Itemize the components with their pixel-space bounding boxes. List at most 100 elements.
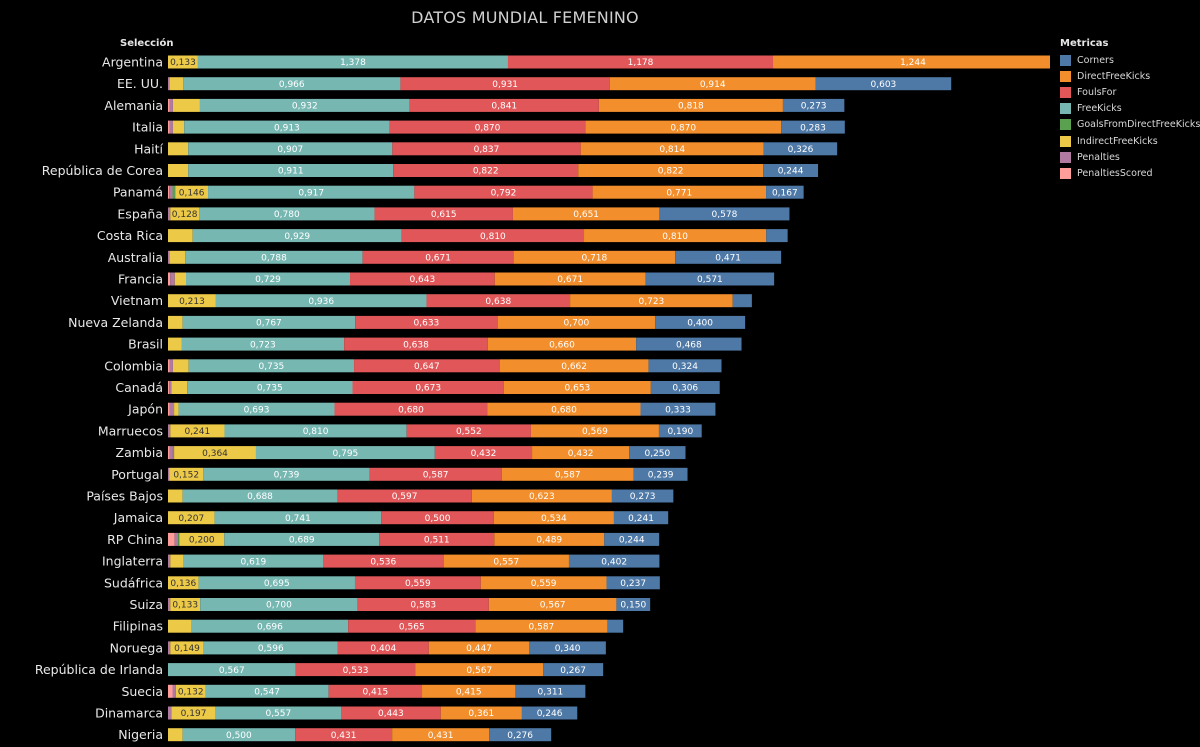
legend-swatch bbox=[1060, 103, 1071, 115]
data-label: 0,340 bbox=[555, 644, 581, 654]
bar-segment bbox=[168, 511, 215, 525]
data-label: 0,651 bbox=[573, 210, 599, 220]
category-label: Filipinas bbox=[113, 619, 163, 634]
bar-segment bbox=[529, 641, 606, 655]
bar-segment bbox=[422, 684, 516, 698]
category-label: Japón bbox=[127, 402, 163, 417]
legend-label: IndirectFreeKicks bbox=[1077, 135, 1158, 147]
data-label: 0,822 bbox=[658, 167, 684, 177]
legend-item[interactable]: IndirectFreeKicks bbox=[1060, 133, 1200, 149]
bar-segment bbox=[168, 576, 199, 590]
data-label: 0,152 bbox=[173, 471, 199, 481]
chart-title: DATOS MUNDIAL FEMENINO bbox=[411, 8, 639, 27]
bar-segment bbox=[613, 511, 669, 525]
bar-segment bbox=[381, 511, 494, 525]
data-label: 0,167 bbox=[772, 188, 798, 198]
bar-segment bbox=[168, 446, 170, 460]
bar-segment bbox=[392, 728, 490, 742]
bar-segment bbox=[379, 532, 495, 546]
data-label: 0,780 bbox=[274, 210, 300, 220]
bar-segment bbox=[401, 229, 585, 243]
bar-segment bbox=[426, 294, 571, 308]
data-label: 0,911 bbox=[278, 167, 304, 177]
bar-segment bbox=[172, 120, 185, 134]
data-label: 0,241 bbox=[628, 514, 654, 524]
bar-segment bbox=[171, 381, 188, 394]
legend-swatch bbox=[1060, 167, 1071, 179]
bar-segment bbox=[585, 120, 782, 134]
bar-segment bbox=[409, 98, 599, 112]
bar-segment bbox=[352, 381, 504, 394]
bar-segment bbox=[592, 185, 767, 199]
bar-segment bbox=[169, 250, 186, 264]
data-label: 0,213 bbox=[179, 297, 205, 307]
data-label: 0,311 bbox=[538, 688, 564, 698]
bar-segment bbox=[169, 77, 184, 91]
data-label: 0,907 bbox=[277, 145, 303, 155]
axis-header: Selección bbox=[120, 38, 174, 49]
bar-segment bbox=[400, 77, 610, 91]
data-label: 0,207 bbox=[178, 514, 204, 524]
legend-item[interactable]: FreeKicks bbox=[1060, 101, 1200, 117]
legend-item[interactable]: GoalsFromDirectFreeKicks bbox=[1060, 117, 1200, 133]
bar-segment bbox=[208, 185, 415, 199]
legend-item[interactable]: PenaltiesScored bbox=[1060, 165, 1200, 181]
data-label: 0,735 bbox=[257, 384, 283, 394]
data-label: 0,273 bbox=[630, 492, 656, 502]
data-label: 0,136 bbox=[170, 579, 196, 589]
bar-segment bbox=[168, 55, 198, 69]
bar-segment bbox=[203, 641, 338, 655]
bar-segment bbox=[168, 467, 170, 481]
legend-item[interactable]: Penalties bbox=[1060, 149, 1200, 165]
legend-item[interactable]: FoulsFor bbox=[1060, 84, 1200, 100]
data-label: 0,673 bbox=[415, 384, 441, 394]
bar-segment bbox=[178, 532, 180, 546]
bar-segment bbox=[170, 424, 225, 438]
bar-segment bbox=[168, 684, 173, 698]
bar-segment bbox=[782, 98, 845, 112]
bar-segment bbox=[169, 98, 173, 112]
bar-segment bbox=[168, 598, 171, 611]
bar-segment bbox=[172, 98, 200, 112]
data-label: 0,623 bbox=[529, 492, 555, 502]
bar-segment bbox=[188, 164, 394, 177]
data-label: 0,333 bbox=[665, 405, 691, 415]
category-label: Colombia bbox=[104, 358, 163, 373]
bar-segment bbox=[604, 532, 660, 546]
bar-segment bbox=[513, 250, 676, 264]
bar-segment bbox=[648, 359, 722, 373]
bar-segment bbox=[328, 684, 423, 698]
data-label: 0,578 bbox=[712, 210, 738, 220]
data-label: 0,615 bbox=[431, 210, 457, 220]
data-label: 0,239 bbox=[648, 471, 674, 481]
bar-segment bbox=[224, 532, 380, 546]
bar-segment bbox=[188, 142, 393, 156]
data-label: 0,241 bbox=[184, 427, 210, 437]
bar-segment bbox=[186, 272, 351, 286]
bar-segment bbox=[178, 402, 335, 416]
bar-segment bbox=[168, 706, 172, 720]
data-label: 0,132 bbox=[178, 688, 204, 698]
bar-segment bbox=[215, 294, 427, 308]
data-label: 0,200 bbox=[189, 536, 215, 546]
data-label: 0,559 bbox=[405, 579, 431, 589]
legend-item[interactable]: Corners bbox=[1060, 52, 1200, 68]
bar-segment bbox=[609, 77, 816, 91]
legend-items: Corners DirectFreeKicks FoulsFor FreeKicks G… bbox=[1060, 52, 1200, 182]
bar-segment bbox=[415, 663, 544, 677]
category-label: Marruecos bbox=[98, 423, 163, 438]
bar-segment bbox=[198, 576, 355, 590]
data-label: 0,571 bbox=[697, 275, 723, 285]
bar-segment bbox=[187, 381, 353, 394]
bar-segment bbox=[183, 554, 324, 568]
category-label: Costa Rica bbox=[97, 228, 163, 243]
bar-segment bbox=[170, 641, 204, 655]
bar-segment bbox=[188, 359, 355, 373]
bar-segment bbox=[568, 554, 660, 568]
data-label: 0,244 bbox=[778, 167, 804, 177]
data-label: 0,680 bbox=[551, 405, 577, 415]
bar-segment bbox=[337, 489, 472, 503]
legend-item[interactable]: DirectFreeKicks bbox=[1060, 68, 1200, 84]
bar-segment bbox=[480, 576, 607, 590]
category-label: Australia bbox=[108, 250, 163, 265]
